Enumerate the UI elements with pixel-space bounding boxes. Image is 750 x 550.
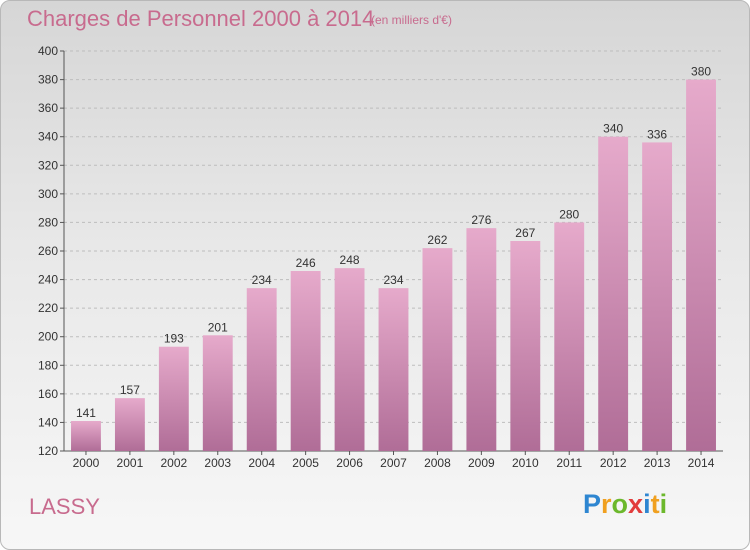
proxiti-logo[interactable]: Proxiti [583,489,668,519]
bar-2011 [554,222,585,451]
y-tick-label: 280 [38,215,58,229]
y-tick-label: 260 [38,244,58,258]
y-tick-label: 180 [38,358,58,372]
bar-2008 [422,248,453,451]
value-label-2013: 336 [647,127,667,141]
bars [71,79,716,452]
x-tick-label-2002: 2002 [160,456,187,470]
bar-2000 [71,421,101,451]
y-tick-label: 380 [38,73,58,87]
y-tick-label: 140 [38,415,58,429]
x-tick-label-2010: 2010 [512,456,539,470]
labels: 120 140 160 180 200 220 240 260 280 300 320 340 360 3… [38,44,715,470]
value-label-2008: 262 [427,233,447,247]
bar-2002 [158,346,189,451]
value-label-2014: 380 [691,65,711,79]
value-label-2004: 234 [252,273,272,287]
y-tick-label: 240 [38,273,58,287]
bar-2013 [642,142,673,451]
bar-2003 [202,335,233,451]
value-label-2010: 267 [515,226,535,240]
value-label-2009: 276 [471,213,491,227]
x-tick-label-2008: 2008 [424,456,451,470]
x-tick-label-2003: 2003 [204,456,231,470]
y-tick-label: 340 [38,130,58,144]
x-tick-label-2000: 2000 [73,456,100,470]
bar-2005 [290,271,321,451]
value-label-2012: 340 [603,122,623,136]
value-label-2000: 141 [76,406,96,420]
commune-name: LASSY [29,494,100,519]
value-label-2011: 280 [559,207,579,221]
value-label-2005: 246 [296,256,316,270]
bar-2010 [510,241,541,451]
x-tick-label-2011: 2011 [556,456,582,470]
x-tick-label-2009: 2009 [468,456,495,470]
value-label-2003: 201 [208,320,228,334]
bar-2007 [378,288,409,451]
x-tick-label-2007: 2007 [380,456,407,470]
value-label-2006: 248 [340,253,360,267]
x-tick-label-2006: 2006 [336,456,363,470]
x-tick-label-2012: 2012 [600,456,627,470]
y-tick-label: 400 [38,44,58,58]
bar-2014 [686,79,716,452]
bar-2001 [114,398,145,451]
x-tick-label-2005: 2005 [292,456,319,470]
y-tick-label: 360 [38,101,58,115]
x-tick-label-2001: 2001 [117,456,144,470]
value-label-2007: 234 [383,273,403,287]
bar-2006 [334,268,365,451]
bar-2012 [598,136,629,451]
chart-title: Charges de Personnel 2000 à 2014 [27,6,375,31]
y-tick-label: 200 [38,330,58,344]
value-label-2001: 157 [120,383,140,397]
y-tick-label: 300 [38,187,58,201]
x-tick-label-2014: 2014 [688,456,715,470]
y-tick-label: 160 [38,387,58,401]
x-tick-label-2004: 2004 [248,456,275,470]
value-label-2002: 193 [164,332,184,346]
bar-2004 [246,288,277,451]
bar-2009 [466,228,497,451]
y-tick-label: 220 [38,301,58,315]
x-tick-label-2013: 2013 [644,456,671,470]
y-tick-label: 320 [38,158,58,172]
chart-subtitle: (en milliers d'€) [371,13,452,27]
y-tick-label: 120 [38,444,58,458]
